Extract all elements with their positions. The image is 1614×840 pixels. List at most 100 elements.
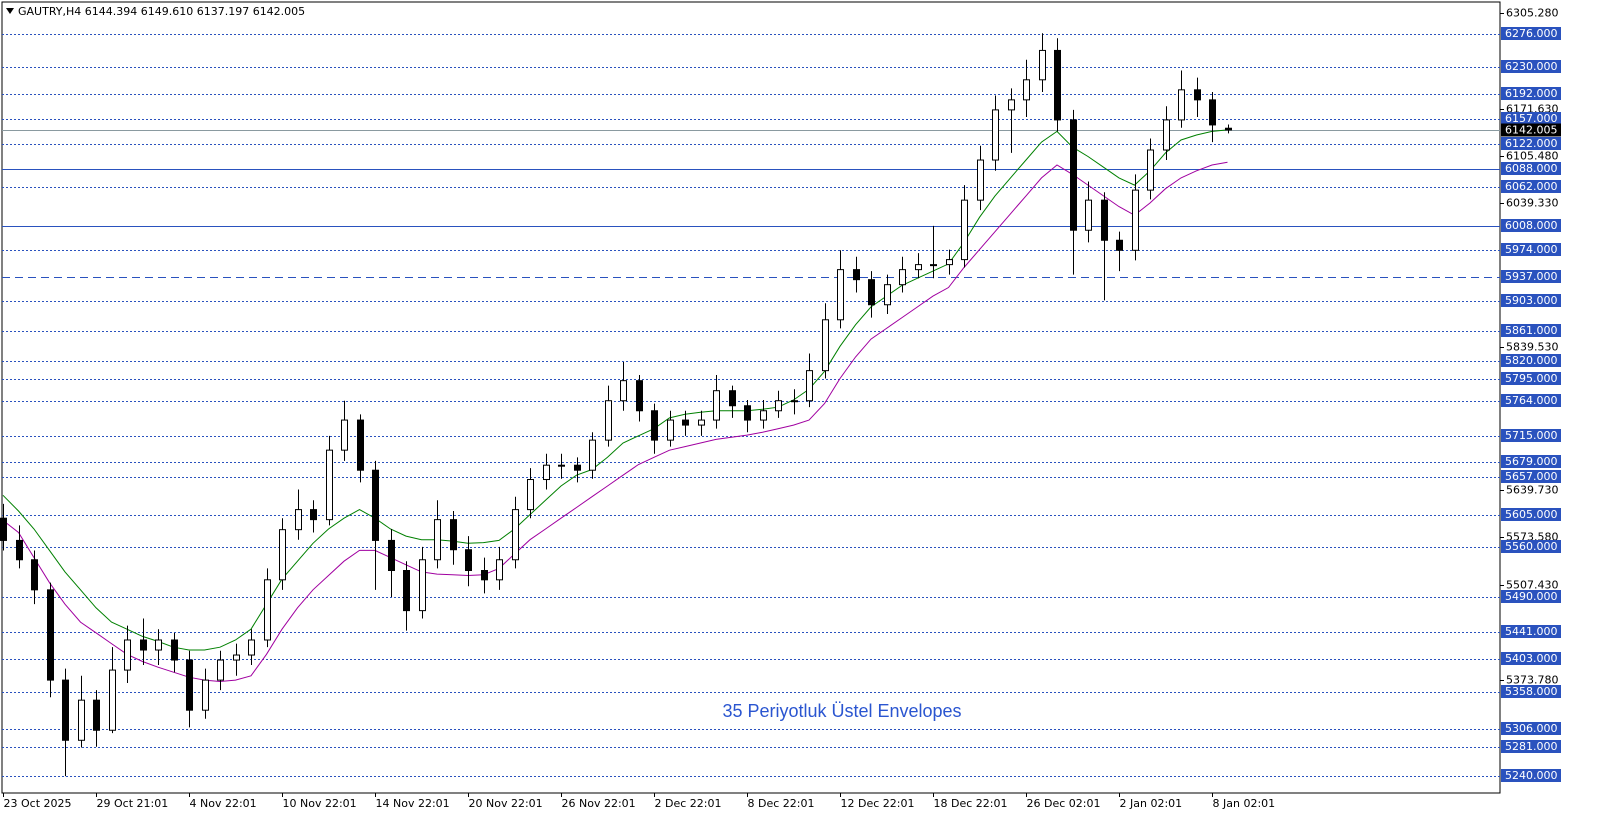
candle-body — [248, 639, 255, 656]
candle-body — [915, 264, 922, 271]
candle-body — [372, 469, 379, 541]
candle-body — [961, 199, 968, 261]
level-label: 6088.000 — [1505, 162, 1558, 175]
level-label: 5820.000 — [1505, 354, 1558, 367]
candle-body — [1147, 149, 1154, 191]
level-label-box — [1501, 740, 1561, 753]
plot-frame — [1, 1, 1501, 794]
candle-body — [1023, 79, 1030, 101]
y-tick-label: 6305.280 — [1506, 7, 1559, 20]
level-label: 6122.000 — [1505, 137, 1558, 150]
candle-body — [202, 679, 209, 711]
candle-body — [403, 570, 410, 612]
menu-triangle[interactable] — [6, 8, 14, 14]
candle-body — [791, 400, 798, 403]
level-label: 5490.000 — [1505, 590, 1558, 603]
y-tick-label: 5373.780 — [1506, 674, 1559, 687]
candle-body — [419, 559, 426, 612]
level-label-box — [1501, 455, 1561, 468]
level-label-box — [1501, 137, 1561, 150]
level-label-box — [1501, 394, 1561, 407]
level-label-box — [1501, 625, 1561, 638]
x-tick-label: 10 Nov 22:01 — [283, 797, 357, 810]
annotation: 35 Periyotluk Üstel Envelopes — [722, 701, 961, 721]
candle-body — [434, 519, 441, 561]
candle-body — [481, 570, 488, 581]
candle-body — [574, 464, 581, 471]
level-label: 6062.000 — [1505, 180, 1558, 193]
candle-body — [496, 559, 503, 581]
level-label: 5679.000 — [1505, 455, 1558, 468]
y-tick-label: 5507.430 — [1506, 579, 1559, 592]
x-tick-label: 2 Dec 22:01 — [655, 797, 722, 810]
candle-body — [775, 400, 782, 412]
candle-body — [279, 529, 286, 581]
candle-body — [217, 659, 224, 681]
candle-body — [1209, 99, 1216, 126]
level-label-box — [1501, 652, 1561, 665]
level-label: 6192.000 — [1505, 87, 1558, 100]
candle-body — [682, 419, 689, 426]
candle-body — [868, 279, 875, 306]
candle-body — [1132, 189, 1139, 251]
candle-body — [1054, 49, 1061, 121]
candle-body — [1163, 119, 1170, 151]
y-tick-label: 5639.730 — [1506, 484, 1559, 497]
candle-body — [388, 539, 395, 572]
level-label-box — [1501, 162, 1561, 175]
candle-body — [558, 464, 565, 467]
candle-body — [264, 579, 271, 641]
x-tick-label: 18 Dec 22:01 — [934, 797, 1008, 810]
candle-body — [853, 269, 860, 281]
level-label-box — [1501, 470, 1561, 483]
candle-body — [667, 419, 674, 441]
level-label-box — [1501, 270, 1561, 283]
candle-body — [1101, 199, 1108, 241]
current-price-label: 6142.005 — [1505, 124, 1558, 137]
candle-body — [822, 319, 829, 372]
candle-body — [589, 439, 596, 471]
envelope-line — [2, 129, 1228, 651]
candle-body — [1194, 89, 1201, 101]
level-label-box — [1501, 508, 1561, 521]
level-label: 5715.000 — [1505, 429, 1558, 442]
level-label: 5657.000 — [1505, 470, 1558, 483]
candle-body — [806, 370, 813, 402]
candle-body — [698, 419, 705, 426]
candle-body — [124, 639, 131, 671]
candle-body — [450, 519, 457, 551]
candle-body — [837, 269, 844, 321]
candle-body — [527, 479, 534, 511]
candle-body — [760, 410, 767, 421]
candle-body — [1225, 127, 1232, 131]
candle-body — [93, 699, 100, 731]
level-label: 5403.000 — [1505, 652, 1558, 665]
level-label: 5358.000 — [1505, 685, 1558, 698]
level-label-box — [1501, 354, 1561, 367]
level-label: 6008.000 — [1505, 219, 1558, 232]
level-label-box — [1501, 324, 1561, 337]
level-label: 5937.000 — [1505, 270, 1558, 283]
level-label-box — [1501, 243, 1561, 256]
level-label-box — [1501, 685, 1561, 698]
candle-body — [744, 405, 751, 421]
candle-body — [155, 639, 162, 651]
x-tick-label: 26 Dec 02:01 — [1027, 797, 1101, 810]
level-label-box — [1501, 722, 1561, 735]
candle-body — [1070, 119, 1077, 231]
candle-body — [465, 549, 472, 572]
candle-body — [884, 284, 891, 306]
candle-body — [109, 669, 116, 731]
level-label: 6230.000 — [1505, 60, 1558, 73]
candle-body — [16, 539, 23, 561]
candle-body — [78, 699, 85, 741]
candle-body — [0, 517, 7, 541]
level-label-box — [1501, 219, 1561, 232]
level-label-box — [1501, 60, 1561, 73]
candle-body — [233, 654, 240, 661]
candle-body — [729, 390, 736, 407]
level-label-box — [1501, 590, 1561, 603]
x-tick-label: 23 Oct 2025 — [4, 797, 72, 810]
x-tick-label: 2 Jan 02:01 — [1120, 797, 1183, 810]
level-label: 6276.000 — [1505, 27, 1558, 40]
